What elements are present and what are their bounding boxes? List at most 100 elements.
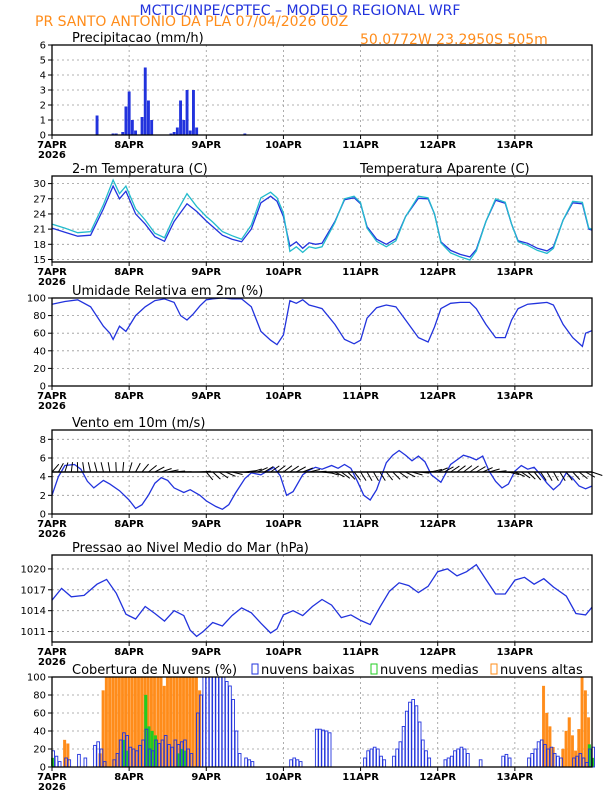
x-tick-label: 10APR [265,391,302,402]
wind-barb [328,471,340,476]
wind-barb [385,471,393,481]
wind-barb [546,471,553,482]
y-tick-label: 0 [40,382,46,393]
wind-barb [366,471,373,482]
y-tick-label: 80 [33,311,46,322]
panel-frame [51,297,593,387]
x-year-label: 2026 [38,657,66,668]
wind-barb [276,465,286,473]
cloud-bar [567,717,571,768]
wind-barb [100,462,104,473]
cloud-bar [318,728,322,768]
y-tick-label: 100 [27,673,46,684]
wind-barb [552,471,559,482]
cloud-bar [552,753,557,768]
cloud-bar [289,759,293,768]
precip-bar [124,106,128,135]
x-tick-label: 7APR [37,267,67,278]
wind-barb [128,462,133,473]
x-tick-label: 8APR [114,267,144,278]
x-tick-label: 7APR [37,391,67,402]
cloud-bar [231,699,235,768]
x-tick-label: 12APR [419,267,456,278]
legend-nuvens-baixas: nuvens baixas [261,663,355,678]
panel-frame [51,554,593,643]
x-tick-label: 12APR [419,772,456,783]
cloud-bar [530,753,534,768]
panel-4: 0 2 4 6 8 Vento em 10m (m/s) 7APR 8APR 9APR 10APR… [37,416,603,540]
precip-bar [130,120,134,135]
x-tick-label: 7APR [37,772,67,783]
y-tick-label: 3 [40,86,46,97]
y-tick-label: 18 [33,240,46,251]
cloud-bar [392,755,396,768]
wind-barb [514,471,525,477]
x-tick-label: 11APR [342,772,379,783]
wind-barb [315,470,327,473]
cloud-bar [564,730,568,768]
x-tick-label: 11APR [342,140,379,151]
x-year-label: 2026 [38,401,66,412]
cloud-bar [228,685,232,768]
cloud-bar [212,676,216,768]
wind-barb [559,471,566,481]
y-tick-label: 2 [40,101,46,112]
cloud-bar [501,755,505,768]
wind-barb [418,471,430,474]
wind-barb [51,463,60,473]
x-tick-label: 12APR [419,391,456,402]
y-tick-label: 1020 [21,564,46,575]
wind-barb [251,468,262,473]
panel-3: 0 20 40 60 80 100 Umidade Relativa em 2m (%) 7A… [27,284,593,412]
y-tick-label: 6 [40,41,46,52]
cloud-bar [244,757,248,768]
cloud-bar [205,676,210,768]
y-tick-label: 20 [33,364,46,375]
precip-bar [95,115,99,135]
panel-title: Cobertura de Nuvens (%) [72,663,237,678]
x-tick-label: 9APR [191,647,221,658]
x-tick-label: 11APR [342,647,379,658]
cloud-bar [379,755,383,768]
cloud-bar [215,676,219,768]
wind-barb [463,465,473,473]
cloud-bar [395,748,399,768]
x-tick-label: 13APR [497,772,534,783]
x-tick-label: 10APR [265,647,302,658]
cloud-bar [376,748,380,768]
figure-title: MCTIC/INPE/CPTEC – MODELO REGIONAL WRF [140,3,461,19]
cloud-bar [424,750,428,768]
x-tick-label: 13APR [497,519,534,530]
x-year-label: 2026 [38,529,66,540]
x-year-label: 2026 [38,277,66,288]
cloud-bar [382,759,387,768]
precip-bar [147,100,150,135]
series-line-1 [51,297,593,348]
x-tick-label: 12APR [419,519,456,530]
legend-nuvens-medias: nuvens medias [380,663,479,678]
y-tick-label: 24 [33,209,46,220]
x-tick-label: 9APR [191,391,221,402]
cloud-bar [462,748,467,768]
x-tick-label: 9APR [191,267,221,278]
wind-barb [450,465,460,473]
wind-barb [405,471,416,478]
legend-swatch [370,663,378,675]
cloud-bar [234,730,239,768]
precip-bar [121,132,125,135]
precip-bar [111,133,115,135]
wind-barb [533,471,542,481]
x-tick-label: 12APR [419,647,456,658]
wind-barb [296,466,306,473]
x-tick-label: 13APR [497,647,534,658]
wind-barb [398,471,408,479]
y-tick-label: 1 [40,116,46,127]
wind-barb [411,471,423,476]
wind-barb [205,471,214,481]
cloud-bar [54,755,59,768]
series-line-2 [51,178,593,261]
wind-barb [135,462,141,473]
cloud-bar [77,753,81,768]
y-tick-label: 30 [33,179,46,190]
